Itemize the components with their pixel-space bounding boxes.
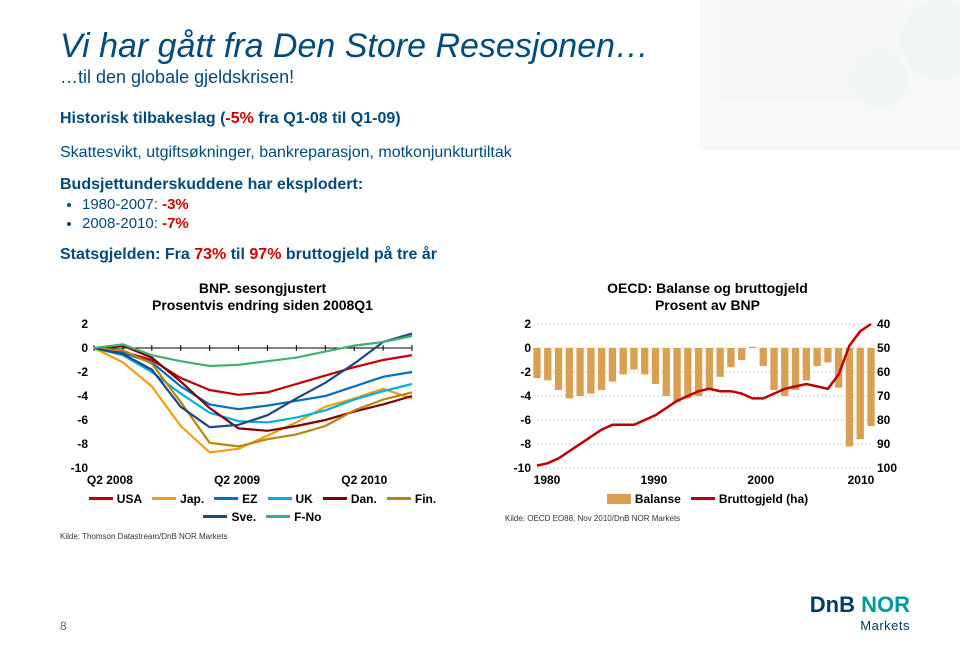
text: bruttogjeld på tre år xyxy=(281,246,437,263)
legend-item: Balanse xyxy=(607,492,681,506)
legend-item: UK xyxy=(268,492,313,506)
svg-text:70: 70 xyxy=(877,389,891,403)
slide-title: Vi har gått fra Den Store Resesjonen… xyxy=(60,28,910,65)
chart-title: OECD: Balanse og bruttogjeld Prosent av … xyxy=(505,280,910,314)
chart-legend: Balanse Bruttogjeld (ha) xyxy=(505,492,910,506)
svg-text:1980: 1980 xyxy=(534,473,561,487)
svg-text:80: 80 xyxy=(877,413,891,427)
text: Historisk tilbakeslag ( xyxy=(60,110,225,127)
svg-text:-4: -4 xyxy=(77,389,88,403)
svg-text:0: 0 xyxy=(524,341,531,355)
svg-text:Q2 2010: Q2 2010 xyxy=(341,473,387,487)
title-l1: OECD: Balanse og bruttogjeld xyxy=(607,280,808,296)
legend-item: Jap. xyxy=(152,492,204,506)
pct: -3% xyxy=(162,196,189,213)
slide-subtitle: …til den globale gjeldskrisen! xyxy=(60,67,910,88)
svg-text:-8: -8 xyxy=(520,437,531,451)
title-l1: BNP. sesongjustert xyxy=(199,280,326,296)
pct: 97% xyxy=(249,246,281,263)
svg-text:-2: -2 xyxy=(77,365,88,379)
svg-text:-2: -2 xyxy=(520,365,531,379)
svg-text:90: 90 xyxy=(877,437,891,451)
legend-item: EZ xyxy=(214,492,257,506)
svg-text:50: 50 xyxy=(877,341,891,355)
chart-source: Kilde: OECD EO88, Nov 2010/DnB NOR Marke… xyxy=(505,514,910,523)
chart-svg: -10 100 -8 90 -6 80 -4 70 -2 60 0 50 2 40 1980 1990 2000… xyxy=(505,318,905,488)
list-item: 2008-2010: -7% xyxy=(82,215,910,232)
line-historic: Historisk tilbakeslag (-5% fra Q1-08 til… xyxy=(60,110,910,128)
title-l2: Prosent av BNP xyxy=(655,297,760,313)
pct: 73% xyxy=(194,246,226,263)
svg-text:-6: -6 xyxy=(77,413,88,427)
chart-source: Kilde: Thomson Datastream/DnB NOR Market… xyxy=(60,532,465,541)
list-item: 1980-2007: -3% xyxy=(82,196,910,213)
text: Statsgjelden: Fra xyxy=(60,246,194,263)
svg-text:40: 40 xyxy=(877,318,891,331)
chart-legend: USA Jap. EZ UK Dan. Fin. Sve. F-No xyxy=(60,492,465,524)
legend-item: Dan. xyxy=(323,492,377,506)
title-l2: Prosentvis endring siden 2008Q1 xyxy=(152,297,373,313)
slide: Vi har gått fra Den Store Resesjonen… …t… xyxy=(0,0,960,651)
chart-title: BNP. sesongjustert Prosentvis endring si… xyxy=(60,280,465,314)
chart-oecd: OECD: Balanse og bruttogjeld Prosent av … xyxy=(505,280,910,541)
svg-text:Q2 2009: Q2 2009 xyxy=(214,473,260,487)
legend-item: USA xyxy=(89,492,142,506)
pct: -7% xyxy=(162,215,189,232)
svg-text:60: 60 xyxy=(877,365,891,379)
legend-item: F-No xyxy=(266,510,321,524)
legend-item: Sve. xyxy=(203,510,256,524)
chart-svg: 2 0 -2 -4 -6 -8 -10Q2 2008 Q2 2009 Q2 2010 xyxy=(60,318,420,488)
legend-item: Bruttogjeld (ha) xyxy=(691,492,808,506)
svg-text:-8: -8 xyxy=(77,437,88,451)
text: til xyxy=(226,246,249,263)
svg-text:1990: 1990 xyxy=(641,473,668,487)
legend-item: Fin. xyxy=(387,492,436,506)
svg-text:100: 100 xyxy=(877,461,897,475)
svg-text:-6: -6 xyxy=(520,413,531,427)
text: fra Q1-08 til Q1-09) xyxy=(254,110,401,127)
line-debt: Statsgjelden: Fra 73% til 97% bruttogjel… xyxy=(60,246,910,264)
svg-text:-4: -4 xyxy=(520,389,531,403)
svg-text:2010: 2010 xyxy=(848,473,875,487)
svg-text:Q2 2008: Q2 2008 xyxy=(87,473,133,487)
chart-bnp: BNP. sesongjustert Prosentvis endring si… xyxy=(60,280,465,541)
text: 2008-2010: xyxy=(82,215,162,232)
svg-text:2: 2 xyxy=(524,318,531,331)
svg-text:-10: -10 xyxy=(514,461,532,475)
budget-list: 1980-2007: -3% 2008-2010: -7% xyxy=(82,196,910,232)
svg-text:0: 0 xyxy=(81,341,88,355)
svg-text:-10: -10 xyxy=(71,461,89,475)
pct: -5% xyxy=(225,110,253,127)
text: 1980-2007: xyxy=(82,196,162,213)
charts-row: BNP. sesongjustert Prosentvis endring si… xyxy=(60,280,910,541)
svg-text:2: 2 xyxy=(81,318,88,331)
svg-text:2000: 2000 xyxy=(747,473,774,487)
line-factors: Skattesvikt, utgiftsøkninger, bankrepara… xyxy=(60,144,910,162)
line-budget-head: Budsjettunderskuddene har eksplodert: xyxy=(60,176,910,194)
